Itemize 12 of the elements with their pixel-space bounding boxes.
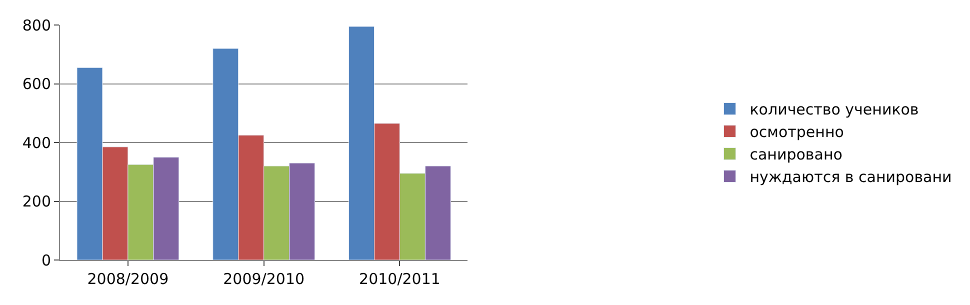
legend-label: нуждаются в санировани [750,168,952,186]
y-tick-label: 600 [22,75,51,93]
x-tick-label: 2009/2010 [223,270,305,288]
y-tick-label: 400 [22,134,51,152]
y-tick-label: 200 [22,192,51,210]
y-tick-label: 800 [22,16,51,34]
legend-label: осмотренно [750,123,844,142]
x-tick-label: 2010/2011 [359,270,440,288]
x-tick-label: 2008/2009 [87,270,169,288]
legend-label: количество учеников [750,100,919,119]
y-tick-label: 0 [41,251,51,270]
legend-label: санировано [750,146,842,164]
